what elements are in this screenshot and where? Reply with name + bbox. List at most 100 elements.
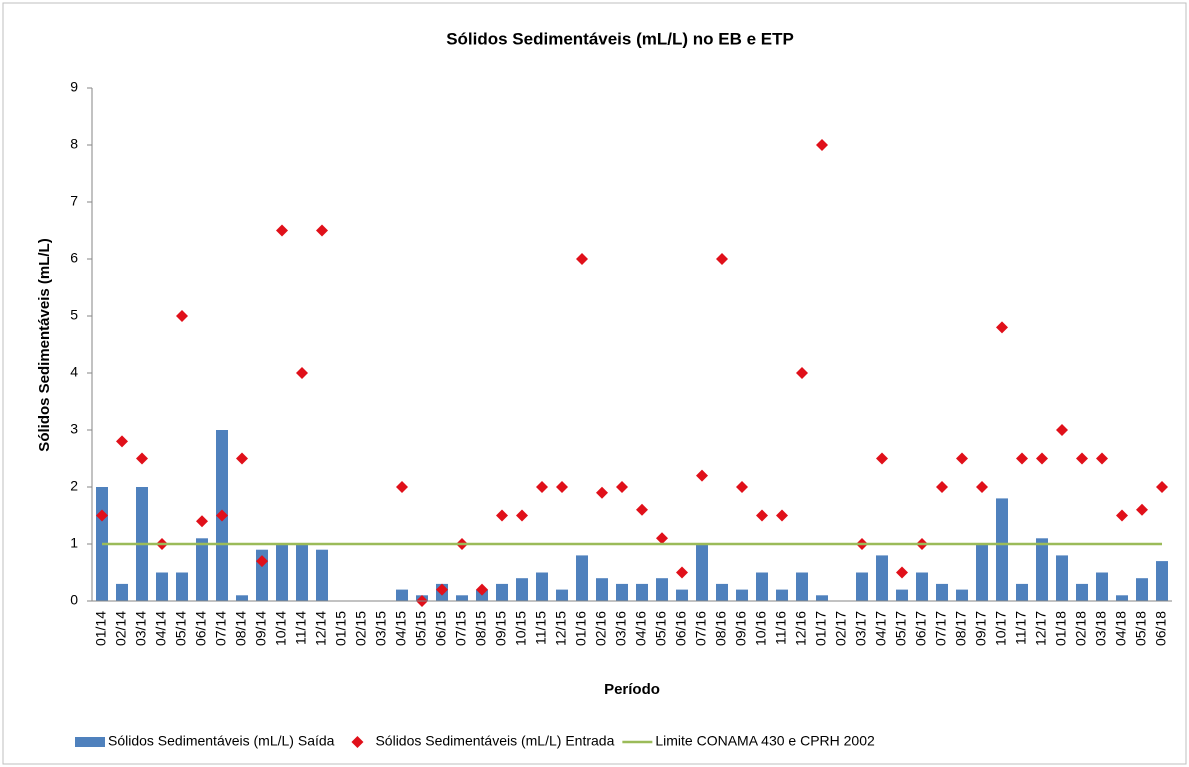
- marker: [476, 583, 488, 596]
- marker: [296, 367, 308, 379]
- x-tick-label: 04/15: [393, 611, 409, 646]
- marker: [1036, 452, 1048, 465]
- x-tick-label: 11/16: [773, 611, 789, 645]
- bar: [616, 583, 628, 601]
- marker: [936, 481, 948, 493]
- bar: [1096, 572, 1108, 601]
- x-tick-label: 09/16: [733, 611, 749, 646]
- y-tick-label: 1: [70, 535, 78, 551]
- marker: [116, 435, 128, 448]
- x-tick-label: 06/14: [193, 611, 209, 646]
- bar: [656, 578, 668, 601]
- bar: [696, 544, 708, 601]
- x-tick-label: 08/14: [233, 611, 249, 646]
- x-tick-label: 02/14: [113, 611, 129, 646]
- marker: [656, 532, 668, 545]
- marker: [776, 509, 788, 522]
- marker: [996, 321, 1008, 334]
- bar: [516, 578, 528, 601]
- marker: [536, 481, 548, 493]
- marker: [436, 583, 448, 596]
- x-tick-label: 08/16: [713, 611, 729, 646]
- bar: [1136, 578, 1148, 601]
- x-tick-label: 06/18: [1153, 611, 1169, 646]
- bar: [856, 572, 868, 601]
- bar: [916, 572, 928, 601]
- bar: [796, 572, 808, 601]
- x-tick-label: 06/15: [433, 611, 449, 646]
- bar: [456, 595, 468, 601]
- x-tick-label: 12/17: [1033, 611, 1049, 646]
- x-tick-label: 09/14: [253, 611, 269, 646]
- y-tick-label: 3: [70, 421, 78, 437]
- marker: [396, 481, 408, 493]
- x-tick-label: 03/18: [1093, 611, 1109, 646]
- y-tick-label: 2: [70, 478, 78, 494]
- x-tick-label: 01/17: [813, 611, 829, 646]
- marker: [1056, 424, 1068, 436]
- x-tick-label: 05/15: [413, 611, 429, 646]
- y-tick-label: 7: [70, 193, 78, 209]
- x-tick-label: 03/17: [853, 611, 869, 646]
- x-tick-label: 04/16: [633, 611, 649, 646]
- x-tick-label: 08/17: [953, 611, 969, 646]
- marker: [516, 509, 528, 522]
- marker: [176, 310, 188, 322]
- legend-label: Sólidos Sedimentáveis (mL/L) Entrada: [375, 733, 614, 749]
- marker: [636, 503, 648, 516]
- marker: [136, 452, 148, 465]
- marker: [1136, 503, 1148, 516]
- bar: [716, 583, 728, 601]
- bar: [236, 595, 248, 601]
- x-tick-label: 12/15: [553, 611, 569, 646]
- bar: [876, 555, 888, 601]
- bar: [756, 572, 768, 601]
- bar: [556, 589, 568, 601]
- bar: [1116, 595, 1128, 601]
- legend-label: Limite CONAMA 430 e CPRH 2002: [655, 733, 875, 749]
- bar: [276, 544, 288, 601]
- bar: [776, 589, 788, 601]
- x-tick-label: 05/14: [173, 611, 189, 646]
- marker: [1156, 481, 1168, 493]
- marker: [596, 486, 608, 499]
- bar: [596, 578, 608, 601]
- x-tick-label: 02/16: [593, 611, 609, 646]
- marker: [1076, 452, 1088, 465]
- marker: [816, 139, 828, 151]
- x-tick-label: 07/14: [213, 611, 229, 646]
- x-tick-label: 01/15: [333, 611, 349, 646]
- bar: [496, 583, 508, 601]
- legend-swatch: [75, 737, 105, 747]
- x-tick-label: 05/16: [653, 611, 669, 646]
- x-tick-label: 04/17: [873, 611, 889, 646]
- x-tick-label: 03/16: [613, 611, 629, 646]
- bar: [636, 583, 648, 601]
- chart-title: Sólidos Sedimentáveis (mL/L) no EB e ETP: [446, 29, 794, 48]
- bar: [896, 589, 908, 601]
- bar: [1016, 583, 1028, 601]
- bar: [1076, 583, 1088, 601]
- marker: [616, 481, 628, 493]
- x-tick-label: 06/17: [913, 611, 929, 646]
- x-tick-label: 11/17: [1013, 611, 1029, 645]
- bar: [1056, 555, 1068, 601]
- x-tick-label: 12/14: [313, 611, 329, 646]
- marker: [976, 481, 988, 493]
- marker: [1116, 509, 1128, 522]
- x-tick-label: 10/17: [993, 611, 1009, 646]
- marker: [576, 253, 588, 265]
- x-tick-label: 01/14: [93, 611, 109, 646]
- bar: [996, 498, 1008, 601]
- bar: [396, 589, 408, 601]
- bar: [576, 555, 588, 601]
- x-tick-label: 07/17: [933, 611, 949, 646]
- bar: [176, 572, 188, 601]
- x-tick-label: 03/15: [373, 611, 389, 646]
- x-tick-label: 02/15: [353, 611, 369, 646]
- x-tick-label: 11/14: [293, 611, 309, 645]
- legend-label: Sólidos Sedimentáveis (mL/L) Saída: [108, 733, 335, 749]
- y-tick-label: 4: [70, 364, 78, 380]
- marker: [216, 509, 228, 522]
